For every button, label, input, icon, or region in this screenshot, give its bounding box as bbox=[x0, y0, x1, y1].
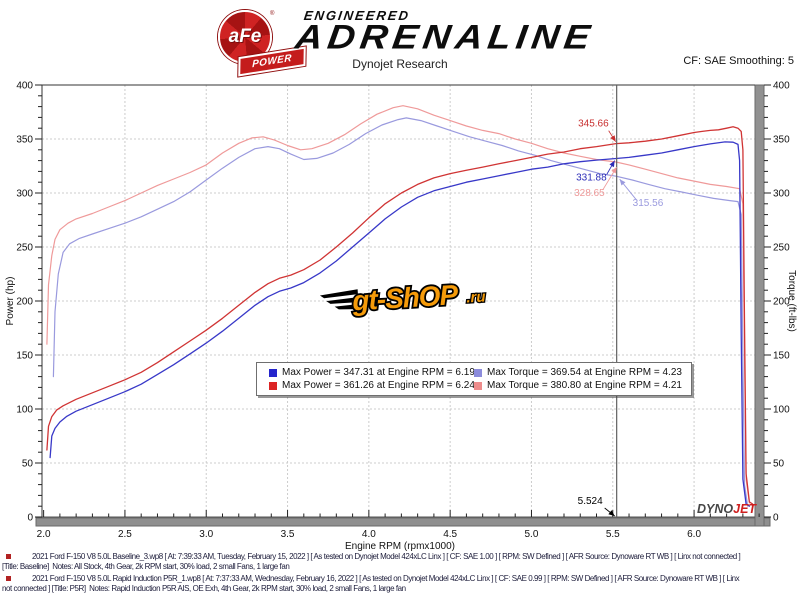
run-descriptions: 2021 Ford F-150 V8 5.0L Baseline_3.wp8 [… bbox=[2, 552, 798, 596]
series-p5r-torque-ft-lbs- bbox=[46, 105, 750, 504]
svg-text:4.0: 4.0 bbox=[362, 529, 376, 540]
run-description-line: [Title: Baseline] Notes: All Stock, 4th … bbox=[2, 561, 290, 571]
watermark-text: gt-ShOP bbox=[350, 279, 459, 316]
annotation-label: 331.88 bbox=[576, 173, 607, 184]
legend-item-baseline-torque: Max Torque = 369.54 at Engine RPM = 4.23 bbox=[474, 367, 687, 378]
svg-text:2.5: 2.5 bbox=[118, 529, 132, 540]
axis-bars bbox=[35, 84, 771, 527]
svg-text:250: 250 bbox=[16, 243, 33, 254]
svg-text:250: 250 bbox=[773, 243, 790, 254]
legend-label: Max Power = 361.26 at Engine RPM = 6.24 bbox=[282, 380, 475, 391]
run-description-line: 2021 Ford F-150 V8 5.0L Baseline_3.wp8 [… bbox=[32, 552, 741, 561]
svg-text:6.0: 6.0 bbox=[687, 529, 701, 540]
svg-text:150: 150 bbox=[16, 351, 33, 362]
legend-item-p5r-power: Max Power = 361.26 at Engine RPM = 6.24 bbox=[269, 380, 475, 391]
axis-ticks bbox=[35, 84, 771, 518]
dynojet-logo: DYNOJET bbox=[697, 502, 756, 516]
svg-text:5.5: 5.5 bbox=[606, 529, 620, 540]
afe-adrenaline-logo: aFe ® POWER ENGINEERED ADRENALINE bbox=[214, 5, 606, 77]
svg-text:50: 50 bbox=[22, 459, 34, 470]
svg-text:350: 350 bbox=[16, 135, 33, 146]
legend-swatch-icon bbox=[269, 368, 277, 377]
svg-text:3.5: 3.5 bbox=[281, 529, 295, 540]
speed-lines-icon bbox=[319, 289, 359, 310]
svg-text:4.5: 4.5 bbox=[443, 529, 457, 540]
svg-text:2.0: 2.0 bbox=[37, 529, 51, 540]
annotations: 345.66 331.88 328.65 315.56 5.524 bbox=[574, 119, 664, 517]
run-description-line: 2021 Ford F-150 V8 5.0L Rapid Induction … bbox=[32, 574, 740, 584]
watermark-suffix: .ru bbox=[466, 288, 486, 306]
legend-item-p5r-torque: Max Torque = 380.80 at Engine RPM = 4.21 bbox=[474, 380, 687, 391]
run-entry-p5r: 2021 Ford F-150 V8 5.0L Rapid Induction … bbox=[2, 574, 798, 593]
axis-titles: Power (hp) Torque (ft-lbs) Engine RPM (rpm… bbox=[5, 270, 797, 552]
chart-title: Dynojet Research bbox=[352, 57, 448, 71]
series-p5r-power-hp- bbox=[46, 126, 754, 505]
annotation-label: 5.524 bbox=[578, 496, 603, 507]
svg-text:100: 100 bbox=[16, 405, 33, 416]
svg-text:400: 400 bbox=[16, 81, 33, 92]
svg-text:0: 0 bbox=[27, 513, 33, 524]
annotation-label: 345.66 bbox=[578, 119, 609, 130]
axis-tick-labels: 0 0 50 50 100 100 150 150 200 200 250 250 300 300 350 3… bbox=[16, 81, 790, 541]
legend-item-baseline-power: Max Power = 347.31 at Engine RPM = 6.19 bbox=[269, 367, 475, 378]
svg-text:50: 50 bbox=[773, 459, 785, 470]
gt-shop-watermark: gt-ShOP .ru bbox=[317, 262, 504, 325]
svg-text:350: 350 bbox=[773, 135, 790, 146]
svg-text:3.0: 3.0 bbox=[199, 529, 213, 540]
annotation-label: 328.65 bbox=[574, 188, 605, 199]
legend-swatch-icon bbox=[269, 381, 277, 390]
chart-legend: Max Power = 347.31 at Engine RPM = 6.19 … bbox=[256, 362, 692, 396]
run-bullet-icon bbox=[6, 554, 11, 559]
svg-text:100: 100 bbox=[773, 405, 790, 416]
data-series bbox=[46, 105, 754, 507]
svg-text:200: 200 bbox=[16, 297, 33, 308]
dynojet-logo-jet: JET bbox=[733, 502, 757, 516]
y-axis-label-left: Power (hp) bbox=[5, 277, 16, 326]
grid-lines bbox=[42, 85, 755, 517]
afe-logo-text: aFe bbox=[228, 26, 262, 47]
annotation-label: 315.56 bbox=[633, 198, 664, 209]
legend-label: Max Power = 347.31 at Engine RPM = 6.19 bbox=[282, 367, 475, 378]
series-baseline-power-hp- bbox=[49, 141, 751, 507]
x-axis-label: Engine RPM (rpmx1000) bbox=[345, 541, 455, 552]
legend-swatch-icon bbox=[474, 368, 482, 377]
dynojet-logo-dyno: DYNO bbox=[697, 502, 734, 516]
run-bullet-icon bbox=[6, 576, 11, 582]
legend-swatch-icon bbox=[474, 381, 482, 390]
svg-text:150: 150 bbox=[773, 351, 790, 362]
registered-mark: ® bbox=[270, 11, 275, 17]
correction-factor-label: CF: SAE Smoothing: 5 bbox=[683, 55, 794, 67]
svg-text:300: 300 bbox=[16, 189, 33, 200]
svg-text:400: 400 bbox=[773, 81, 790, 92]
svg-text:300: 300 bbox=[773, 189, 790, 200]
svg-text:200: 200 bbox=[773, 297, 790, 308]
svg-text:5.0: 5.0 bbox=[525, 529, 539, 540]
legend-label: Max Torque = 369.54 at Engine RPM = 4.23 bbox=[487, 367, 682, 378]
legend-label: Max Torque = 380.80 at Engine RPM = 4.21 bbox=[487, 380, 682, 391]
series-baseline-torque-ft-lbs- bbox=[52, 117, 749, 507]
run-description-line: not connected ] [Title: P5R] Notes: Rapi… bbox=[2, 583, 406, 593]
run-entry-baseline: 2021 Ford F-150 V8 5.0L Baseline_3.wp8 [… bbox=[2, 552, 798, 571]
y-axis-label-right: Torque (ft-lbs) bbox=[786, 270, 797, 332]
svg-text:0: 0 bbox=[773, 513, 779, 524]
